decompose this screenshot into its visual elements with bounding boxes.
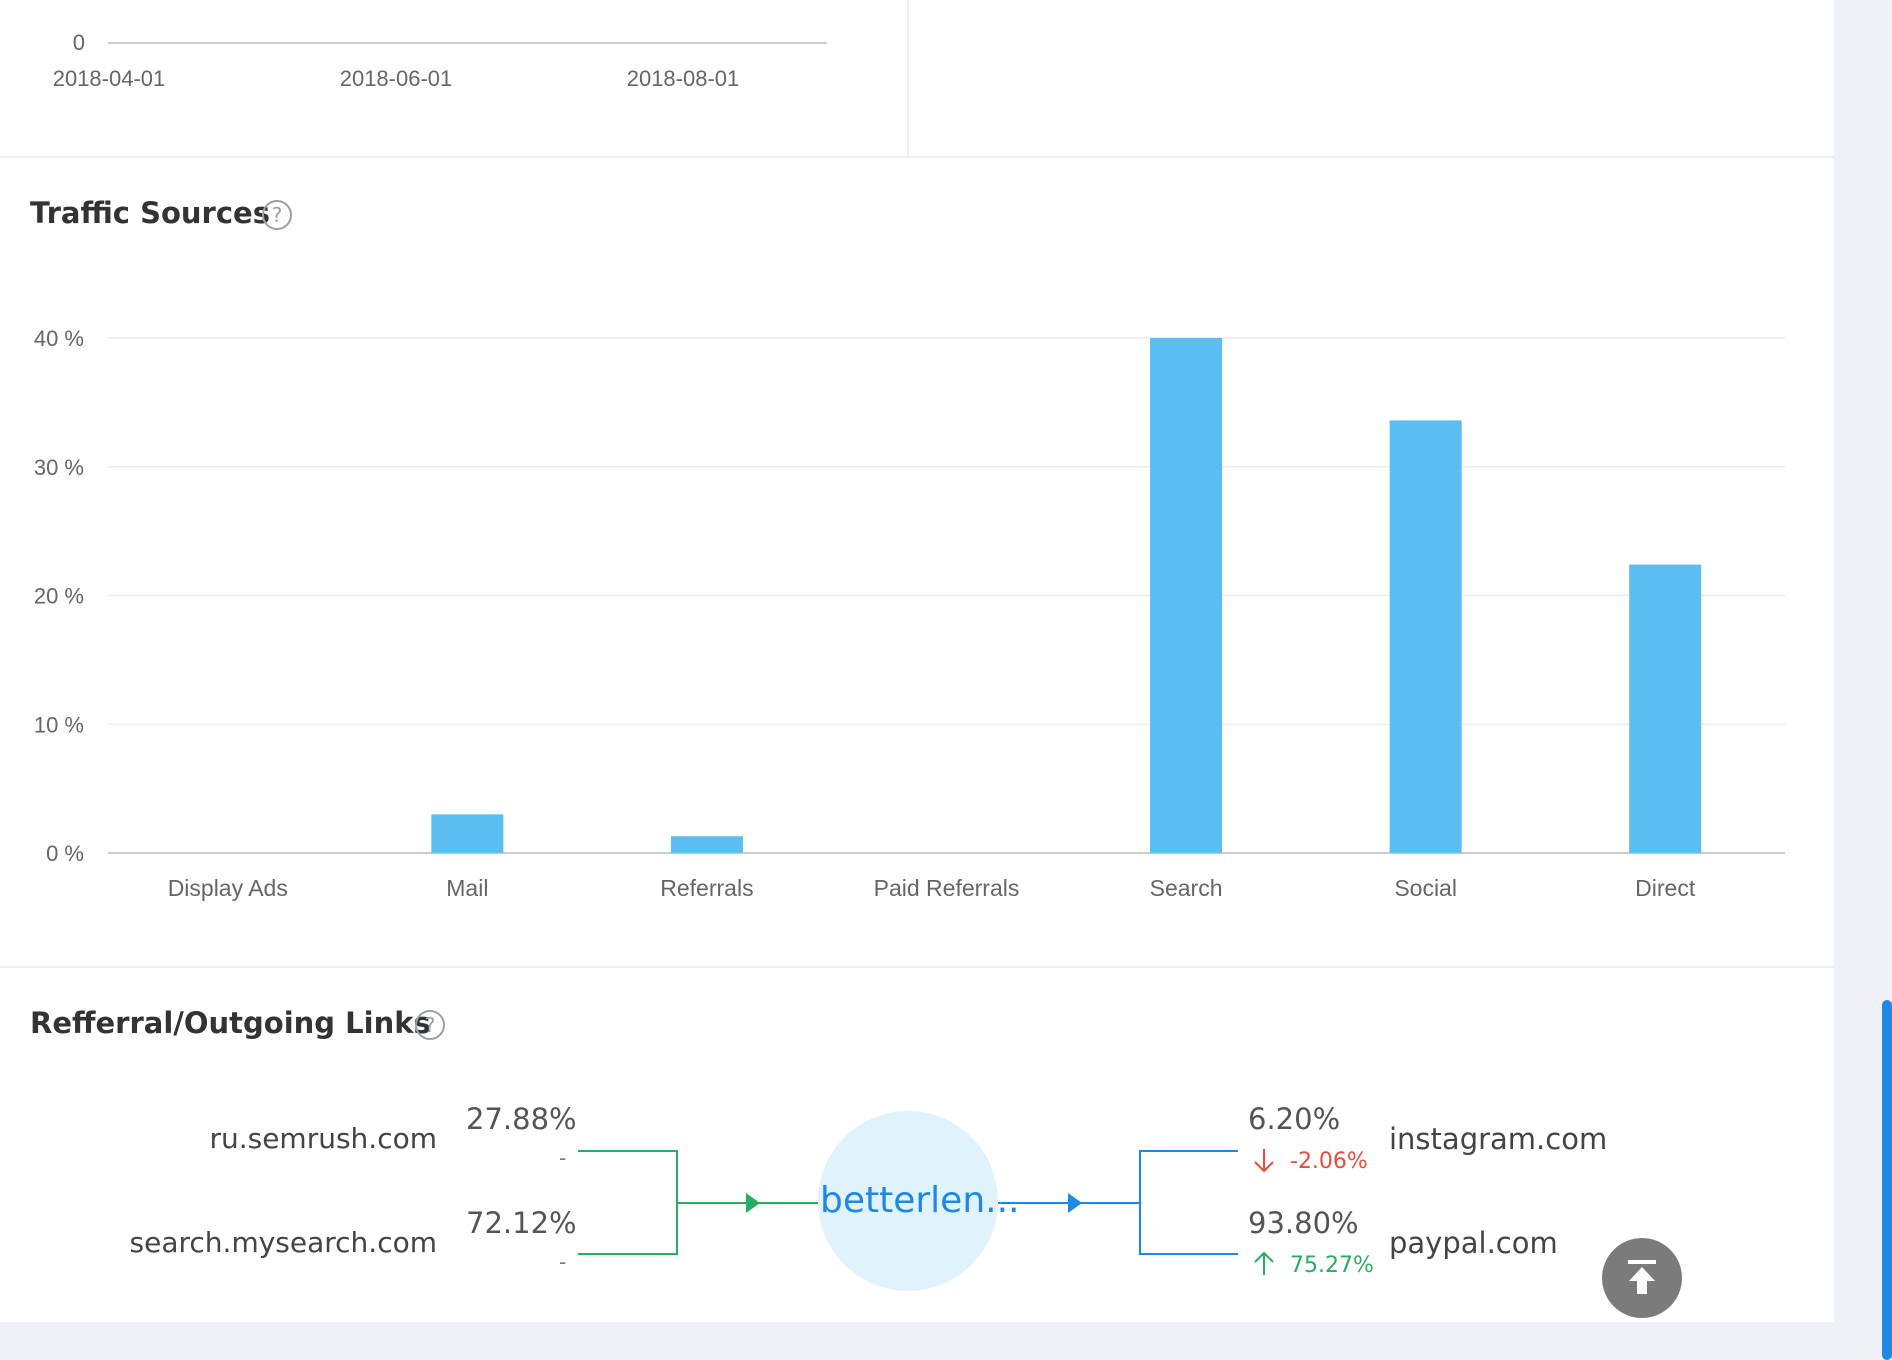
x-axis-category-label: Direct (1635, 875, 1696, 901)
outgoing-name[interactable]: paypal.com (1389, 1226, 1558, 1260)
bar-search[interactable] (1150, 338, 1223, 853)
arrow-up-icon (1254, 1251, 1274, 1275)
previous-chart-y-tick: 0 (73, 30, 85, 55)
referrer-name[interactable]: search.mysearch.com (129, 1226, 437, 1259)
previous-chart-x-tick: 2018-06-01 (340, 66, 453, 91)
y-axis-tick-label: 20 % (34, 584, 84, 609)
previous-chart-card: 0 2018-04-01 2018-06-01 2018-08-01 (0, 0, 1834, 158)
traffic-sources-card: Traffic Sources ? 0 % 10 % 20 % 30 % 40 % Dis… (0, 158, 1834, 968)
y-axis-tick-label: 40 % (34, 326, 84, 351)
x-axis-category-label: Referrals (660, 875, 753, 901)
referrer-percent: 27.88% (466, 1102, 577, 1136)
x-axis-category-label: Paid Referrals (874, 875, 1020, 901)
arrow-to-top-icon (1628, 1260, 1656, 1294)
x-axis-category-label: Social (1394, 875, 1457, 901)
y-axis-tick-label: 10 % (34, 712, 84, 737)
bar-social[interactable] (1389, 420, 1462, 853)
x-axis-category-label: Mail (446, 875, 488, 901)
y-axis-tick-label: 30 % (34, 455, 84, 480)
card-divider (907, 0, 909, 156)
traffic-sources-chart: 0 % 10 % 20 % 30 % 40 % Display Ads Mail Referr… (34, 326, 1785, 901)
arrow-down-icon (1254, 1149, 1274, 1173)
bar-referrals[interactable] (670, 836, 743, 853)
outgoing-percent: 93.80% (1248, 1206, 1359, 1240)
previous-chart-x-tick: 2018-08-01 (627, 66, 740, 91)
previous-chart-x-tick: 2018-04-01 (53, 66, 166, 91)
center-site-label[interactable]: betterlen... (820, 1180, 1020, 1221)
previous-chart: 0 2018-04-01 2018-06-01 2018-08-01 (53, 30, 827, 91)
question-circle-icon[interactable]: ? (262, 200, 292, 230)
referrer-percent: 72.12% (466, 1206, 577, 1240)
x-axis-category-label: Display Ads (168, 875, 288, 901)
bar-direct[interactable] (1629, 564, 1702, 853)
y-axis-tick-label: 0 % (46, 841, 84, 866)
referrer-change: - (559, 1250, 567, 1274)
bar-mail[interactable] (431, 814, 504, 853)
outgoing-change: -2.06% (1290, 1149, 1368, 1174)
outgoing-percent: 6.20% (1248, 1102, 1341, 1136)
traffic-sources-title: Traffic Sources (30, 196, 270, 230)
x-axis-category-label: Search (1150, 875, 1223, 901)
outgoing-change: 75.27% (1290, 1253, 1374, 1278)
outgoing-name[interactable]: instagram.com (1389, 1122, 1608, 1156)
referral-links-title: Refferral/Outgoing Links (30, 1006, 431, 1040)
scrollbar-thumb[interactable] (1882, 1000, 1892, 1360)
center-site-bubble (818, 1111, 998, 1291)
referrer-name[interactable]: ru.semrush.com (209, 1122, 437, 1155)
back-to-top-button[interactable] (1602, 1238, 1682, 1318)
referrer-change: - (559, 1146, 567, 1170)
question-circle-icon[interactable]: ? (415, 1010, 445, 1040)
